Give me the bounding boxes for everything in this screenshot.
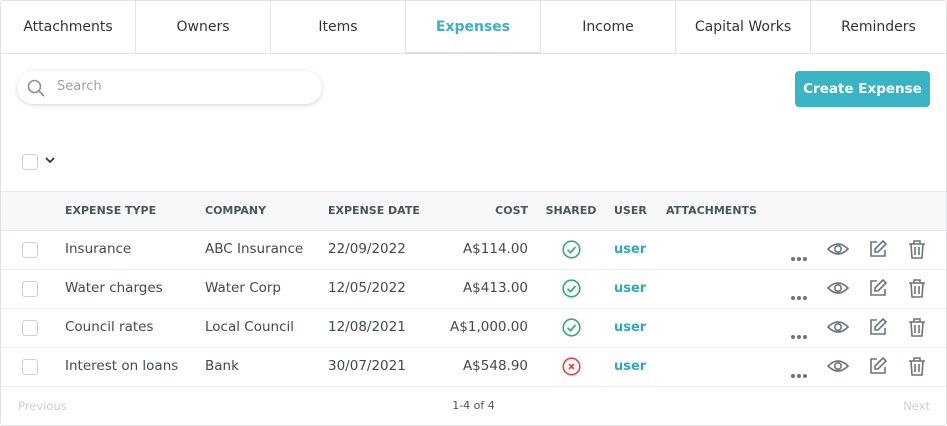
cell: A$413.00 [462,280,528,296]
cell: 12/08/2021 [328,319,406,335]
cell: Insurance [65,241,132,257]
edit-action[interactable] [868,239,888,263]
table-row: Interest on loans Bank 30/07/2021 A$548.90 u… [1,347,946,387]
next-button[interactable]: Next [903,399,930,413]
column-header: COST [495,204,528,217]
column-header: EXPENSE TYPE [65,204,157,217]
row-checkbox[interactable] [22,242,38,258]
cell: A$548.90 [462,358,528,374]
cell: 12/05/2022 [328,280,406,296]
user-link[interactable]: user [614,281,647,296]
cell: Water Corp [205,280,282,296]
del-action[interactable] [907,317,927,341]
edit-action[interactable] [868,278,888,302]
pagination: Previous 1-4 of 4 Next [1,385,946,425]
column-header: EXPENSE DATE [328,204,420,217]
cell: Interest on loans [65,358,179,374]
shared-no-icon [562,357,581,380]
row-checkbox[interactable] [22,320,38,336]
tab[interactable]: Attachments [1,1,136,54]
tab[interactable]: Owners [136,1,271,54]
shared-yes-icon [562,279,581,302]
view-action[interactable] [826,241,850,261]
row-checkbox[interactable] [22,359,38,375]
cell: Council rates [65,319,154,335]
cell: Water charges [65,280,163,296]
view-action[interactable] [826,358,850,378]
table-header: EXPENSE TYPE COMPANY EXPENSE DATE COST SHARE… [1,191,946,231]
previous-button[interactable]: Previous [18,399,67,413]
more-action[interactable] [790,364,808,383]
cell: A$114.00 [462,241,528,257]
cell: Bank [205,358,239,374]
create-button[interactable]: Create Expense [795,71,930,107]
select-dropdown[interactable] [44,156,56,166]
tab[interactable]: Items [271,1,406,54]
search-icon [27,79,45,97]
column-header: COMPANY [205,204,267,217]
page-summary: 1-4 of 4 [452,399,495,412]
user-link[interactable]: user [614,320,647,335]
view-action[interactable] [826,319,850,339]
tab[interactable]: Expenses [406,1,541,54]
more-action[interactable] [790,286,808,305]
user-link[interactable]: user [614,359,647,374]
table-row: Council rates Local Council 12/08/2021 A$1,… [1,308,946,348]
cell: 30/07/2021 [328,358,406,374]
cell: 22/09/2022 [328,241,406,257]
edit-action[interactable] [868,317,888,341]
shared-yes-icon [562,240,581,263]
cell: A$1,000.00 [450,319,528,335]
cell: ABC Insurance [205,241,304,257]
tab[interactable]: Income [541,1,676,54]
column-header: USER [614,204,647,217]
user-link[interactable]: user [614,242,647,257]
search-box[interactable]: Search [17,71,322,104]
del-action[interactable] [907,239,927,263]
tab[interactable]: Capital Works [676,1,811,54]
shared-yes-icon [562,318,581,341]
search-placeholder: Search [57,79,102,94]
del-action[interactable] [907,356,927,380]
cell: Local Council [205,319,295,335]
edit-action[interactable] [868,356,888,380]
more-action[interactable] [790,247,808,266]
more-action[interactable] [790,325,808,344]
tab[interactable]: Reminders [811,1,946,54]
column-header: ATTACHMENTS [666,204,757,217]
column-header: SHARED [545,204,597,217]
del-action[interactable] [907,278,927,302]
row-checkbox[interactable] [22,281,38,297]
table-row: Insurance ABC Insurance 22/09/2022 A$114.00… [1,230,946,270]
view-action[interactable] [826,280,850,300]
table-row: Water charges Water Corp 12/05/2022 A$413.0… [1,269,946,309]
select-all-checkbox[interactable] [22,154,38,170]
